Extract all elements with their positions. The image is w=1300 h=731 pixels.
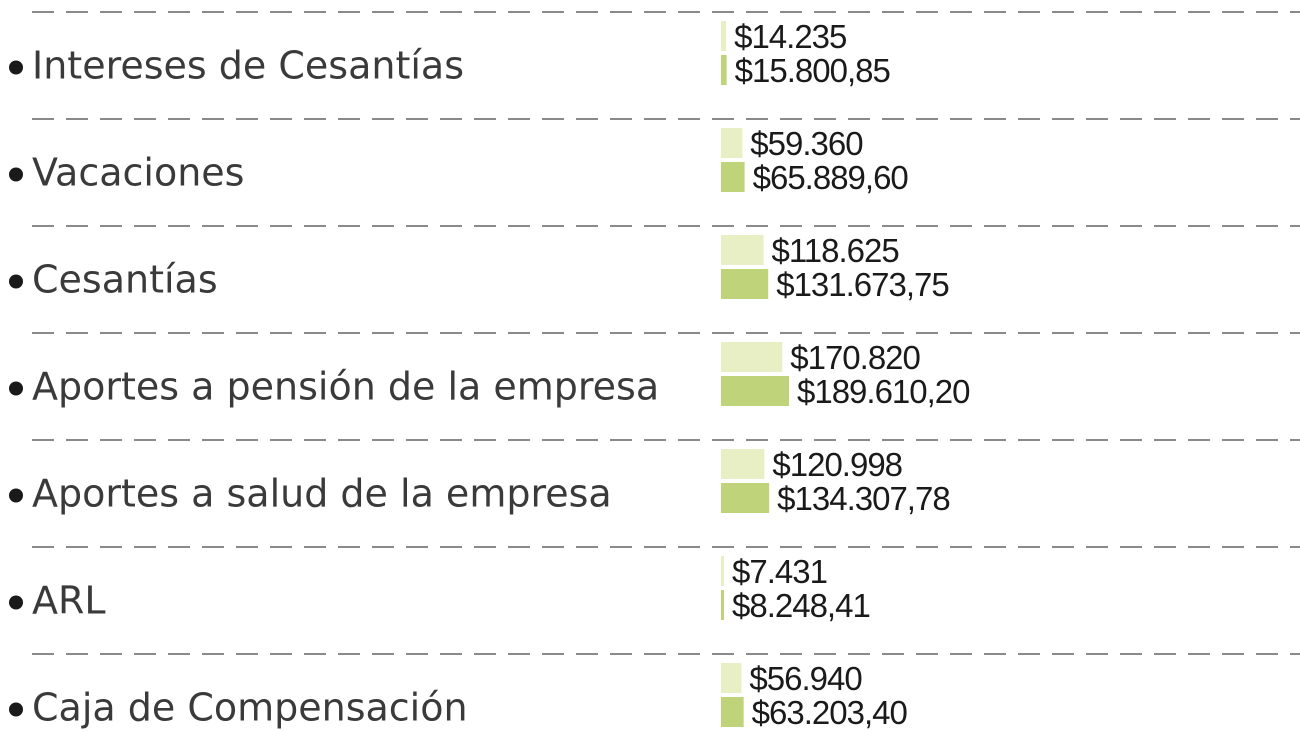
bar-series-2 [721,376,789,406]
category-label: Aportes a salud de la empresa [32,472,612,516]
bar-series-1 [721,128,743,158]
category-label: Cesantías [32,258,218,302]
bar-series-1 [721,235,764,265]
bar-series-2 [721,269,769,299]
bar-series-2 [721,697,744,727]
category-label: ARL [32,579,106,623]
value-label: $134.307,78 [777,480,950,517]
category-label: Aportes a pensión de la empresa [32,365,659,409]
bullet-icon [9,60,23,75]
category-label: Vacaciones [32,151,244,195]
value-label: $65.889,60 [753,159,909,196]
bullet-icon [9,488,23,503]
bar-series-2 [721,590,724,620]
bar-series-1 [721,663,742,693]
bar-series-1 [721,449,765,479]
value-label: $15.800,85 [735,52,890,89]
bar-series-1 [721,342,783,372]
value-label: $120.998 [772,446,902,483]
value-label: $8.248,41 [732,587,870,624]
bar-series-2 [721,162,745,192]
category-label: Intereses de Cesantías [32,44,464,88]
value-label: $14.235 [734,18,846,55]
category-label: Caja de Compensación [32,686,468,730]
bullet-icon [9,274,23,289]
value-label: $63.203,40 [752,694,908,731]
bar-series-2 [721,55,727,85]
bullet-icon [9,702,23,717]
value-label: $59.360 [750,125,863,162]
value-label: $118.625 [772,232,899,269]
value-label: $56.940 [749,660,862,697]
value-label: $7.431 [732,553,827,590]
value-label: $170.820 [790,339,920,376]
bar-series-2 [721,483,770,513]
bullet-icon [9,167,23,182]
bullet-icon [9,595,23,610]
bar-series-1 [721,21,727,51]
value-label: $189.610,20 [797,373,970,410]
bullet-icon [9,381,23,396]
value-label: $131.673,75 [776,266,949,303]
bar-series-1 [721,556,724,586]
